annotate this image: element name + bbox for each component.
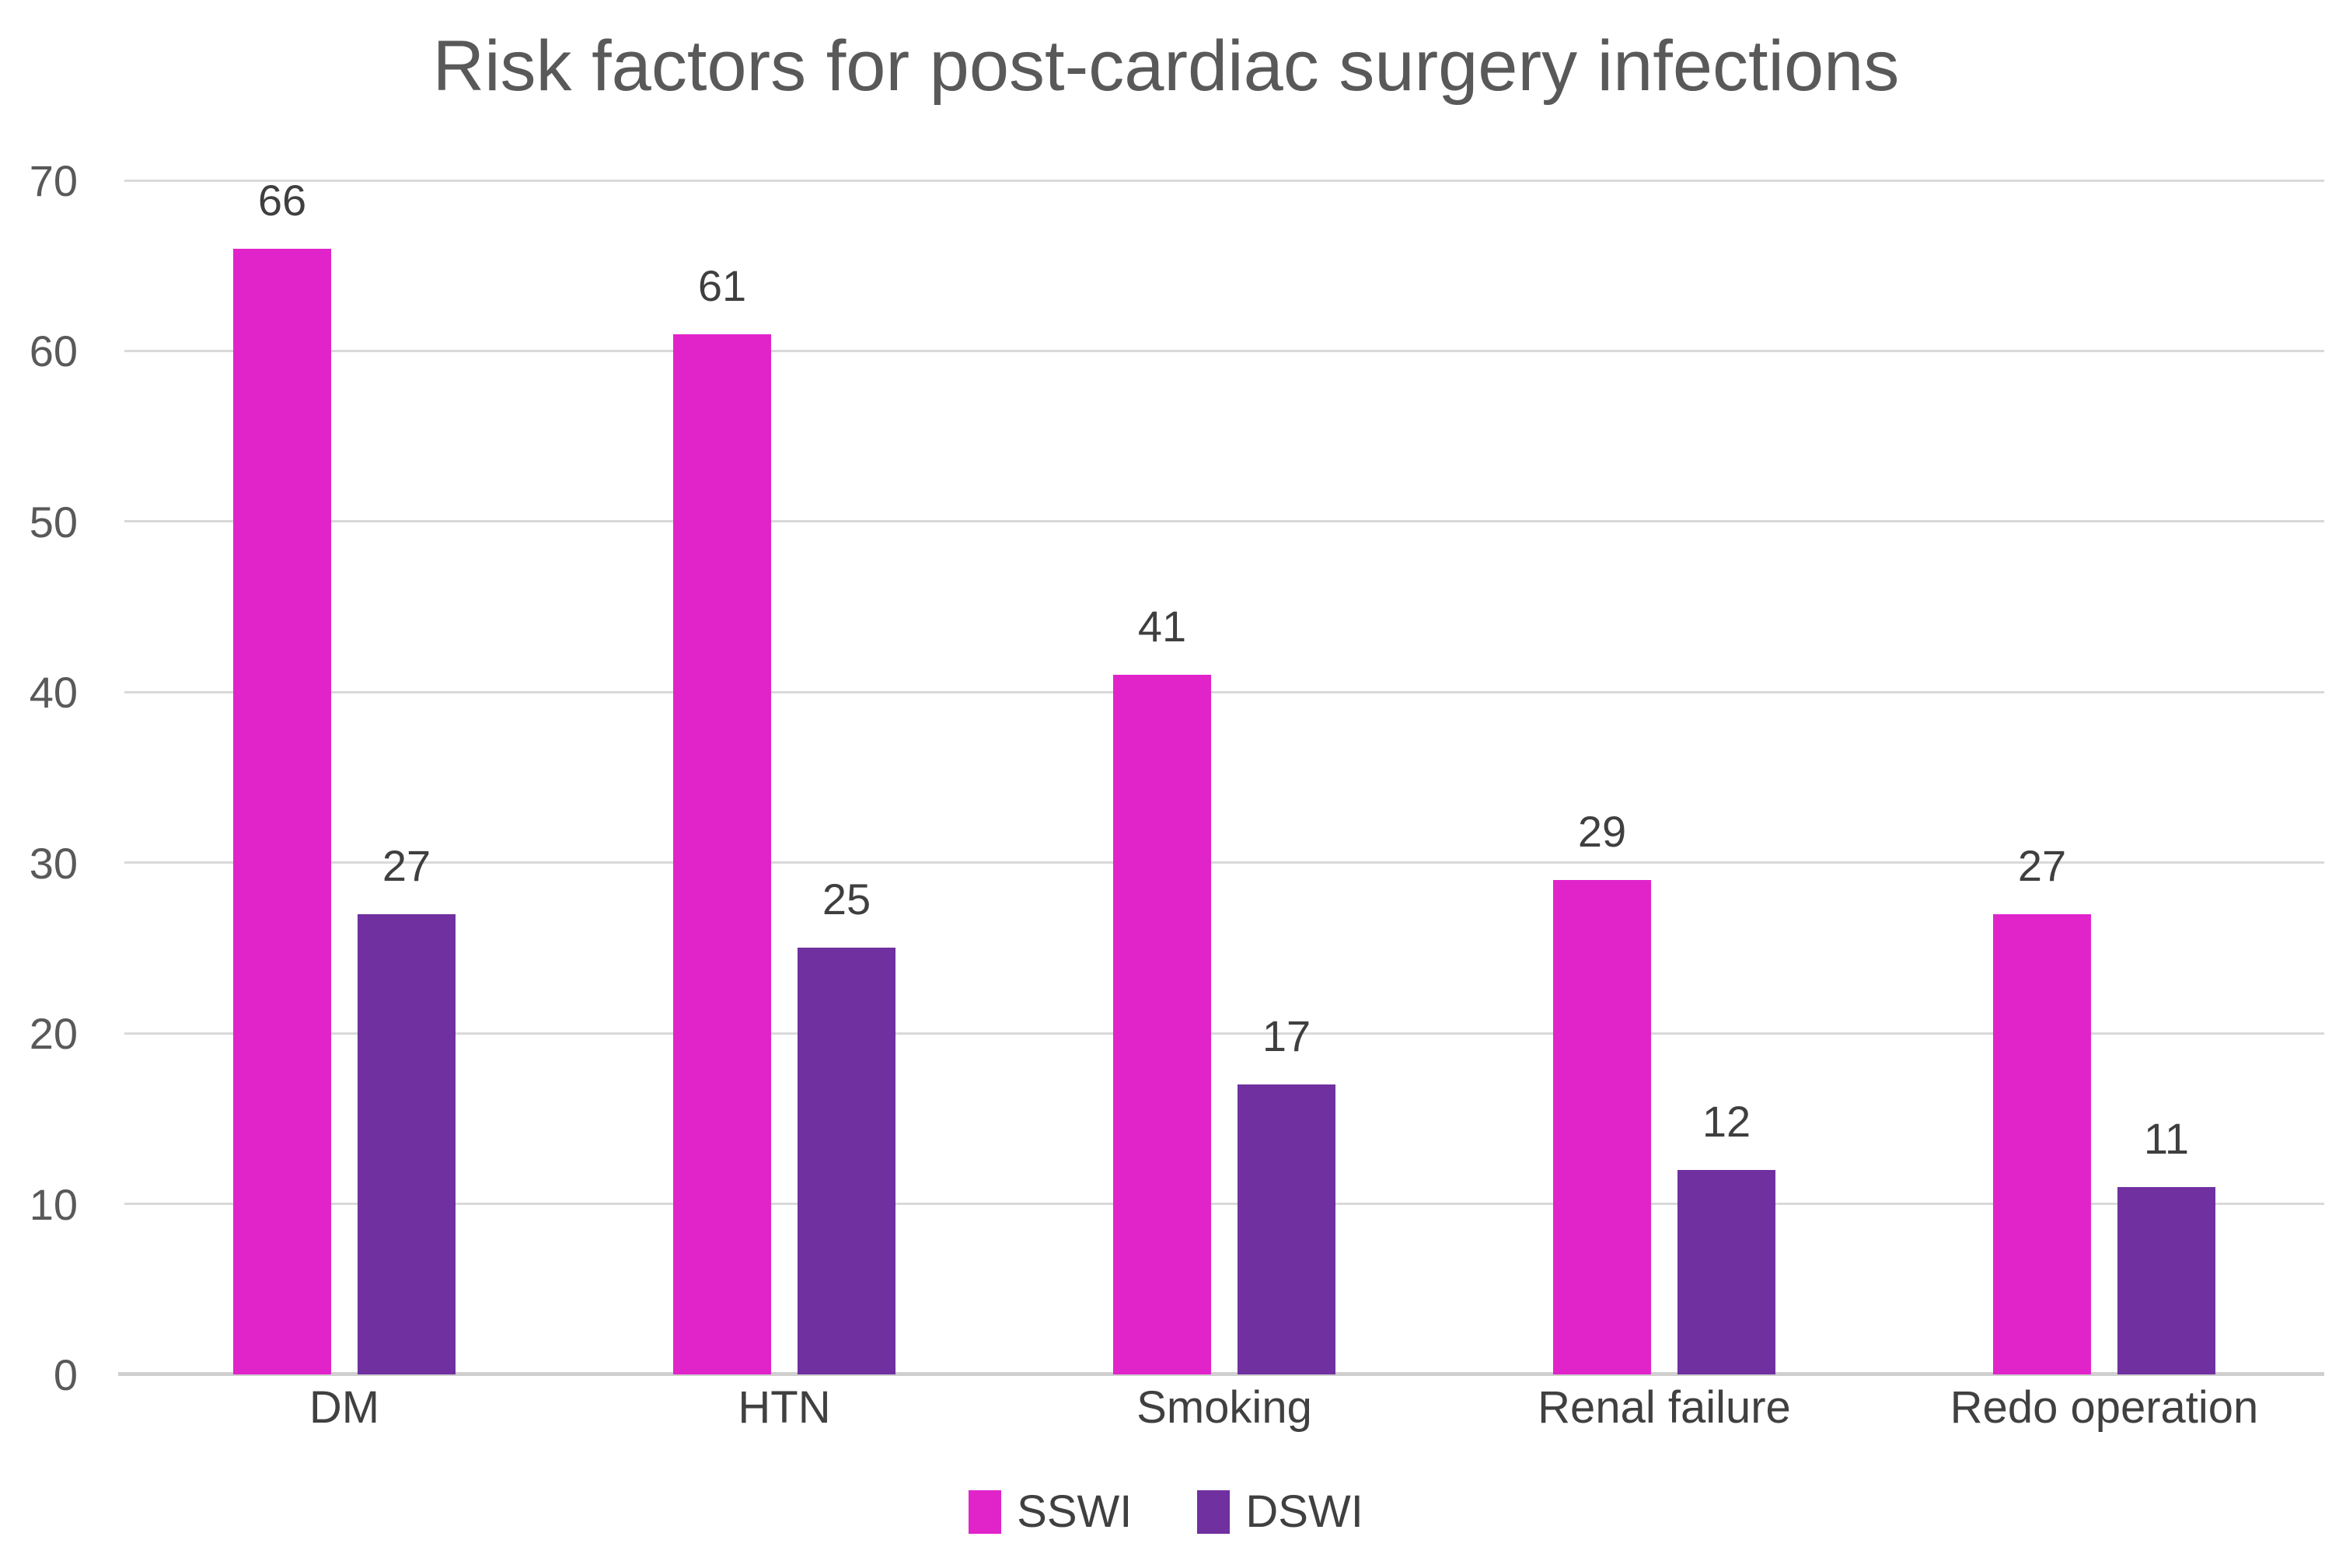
gridline-30: [124, 861, 2324, 864]
legend-item-dswi: DSWI: [1197, 1489, 1363, 1535]
y-tick-label-20: 20: [29, 1009, 78, 1059]
x-axis-label-redo-operation: Redo operation: [1950, 1382, 2259, 1433]
y-tick-label-10: 10: [29, 1179, 78, 1229]
y-tick-label-0: 0: [53, 1350, 78, 1399]
y-tick-label-70: 70: [29, 156, 78, 205]
legend-item-sswi: SSWI: [969, 1489, 1132, 1535]
legend-label-dswi: DSWI: [1245, 1486, 1363, 1537]
chart-title: Risk factors for post-cardiac surgery in…: [432, 26, 1900, 106]
x-axis-label-htn: HTN: [738, 1382, 831, 1433]
legend-label-sswi: SSWI: [1017, 1486, 1133, 1537]
value-label-dswi-dm: 27: [382, 840, 431, 890]
bar-sswi-redo-operation: [1993, 913, 2091, 1374]
value-label-dswi-renal-failure: 12: [1702, 1096, 1751, 1146]
bar-sswi-smoking: [1113, 675, 1211, 1374]
x-axis-label-renal-failure: Renal failure: [1538, 1382, 1791, 1433]
x-axis-line: [118, 1372, 2324, 1376]
gridline-50: [124, 520, 2324, 523]
value-label-sswi-redo-operation: 27: [2017, 840, 2067, 890]
y-tick-label-50: 50: [29, 497, 78, 547]
value-label-sswi-htn: 61: [697, 260, 747, 310]
bar-sswi-renal-failure: [1553, 879, 1651, 1374]
gridline-70: [124, 179, 2324, 182]
bar-dswi-smoking: [1238, 1084, 1335, 1374]
y-tick-label-60: 60: [29, 327, 78, 376]
legend-swatch-dswi: [1197, 1490, 1231, 1534]
value-label-sswi-renal-failure: 29: [1577, 806, 1627, 856]
bar-dswi-htn: [798, 948, 895, 1374]
gridline-60: [124, 349, 2324, 352]
value-label-dswi-htn: 25: [822, 875, 871, 924]
x-axis-label-smoking: Smoking: [1136, 1382, 1312, 1433]
legend-swatch-sswi: [969, 1490, 1002, 1534]
plot-area: 66 27 61 25 41 17 29 12 27 11: [118, 175, 2324, 1376]
value-label-sswi-dm: 66: [257, 175, 307, 225]
bar-sswi-htn: [673, 334, 771, 1374]
bar-dswi-dm: [358, 913, 456, 1374]
legend: SSWI DSWI: [0, 1489, 2332, 1535]
value-label-dswi-smoking: 17: [1262, 1011, 1311, 1060]
y-tick-label-40: 40: [29, 668, 78, 718]
bar-dswi-renal-failure: [1677, 1169, 1775, 1374]
x-axis-label-dm: DM: [309, 1382, 380, 1433]
gridline-10: [124, 1203, 2324, 1206]
value-label-dswi-redo-operation: 11: [2143, 1113, 2190, 1163]
bar-dswi-redo-operation: [2117, 1186, 2215, 1374]
bar-sswi-dm: [233, 248, 331, 1374]
gridline-40: [124, 690, 2324, 693]
y-tick-label-30: 30: [29, 838, 78, 888]
gridline-20: [124, 1032, 2324, 1035]
value-label-sswi-smoking: 41: [1137, 602, 1187, 651]
